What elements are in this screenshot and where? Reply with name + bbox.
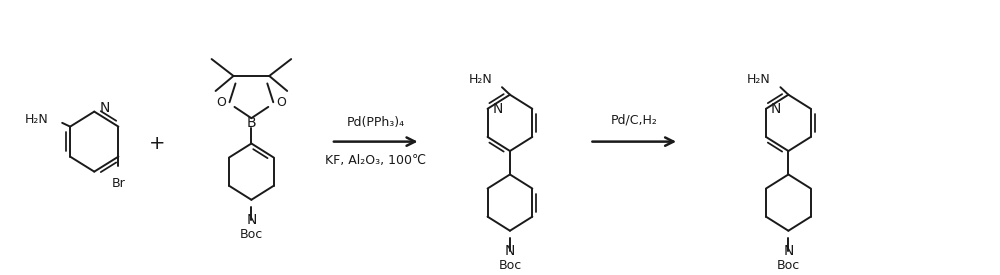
Text: N: N — [246, 213, 257, 227]
Text: H₂N: H₂N — [468, 73, 492, 86]
Text: H₂N: H₂N — [25, 112, 48, 126]
Text: N: N — [99, 101, 110, 115]
Text: N: N — [771, 102, 781, 116]
Text: H₂N: H₂N — [747, 73, 770, 86]
Text: Pd/C,H₂: Pd/C,H₂ — [611, 114, 658, 126]
Text: O: O — [217, 96, 226, 109]
Text: Pd(PPh₃)₄: Pd(PPh₃)₄ — [347, 116, 405, 129]
Text: Boc: Boc — [240, 228, 263, 241]
Text: Boc: Boc — [498, 259, 522, 272]
Text: Boc: Boc — [777, 259, 800, 272]
Text: Br: Br — [112, 177, 125, 190]
Text: N: N — [493, 102, 503, 116]
Text: +: + — [149, 134, 165, 153]
Text: N: N — [783, 244, 794, 258]
Text: B: B — [247, 116, 256, 130]
Text: N: N — [505, 244, 515, 258]
Text: KF, Al₂O₃, 100℃: KF, Al₂O₃, 100℃ — [325, 154, 426, 167]
Text: O: O — [276, 96, 286, 109]
